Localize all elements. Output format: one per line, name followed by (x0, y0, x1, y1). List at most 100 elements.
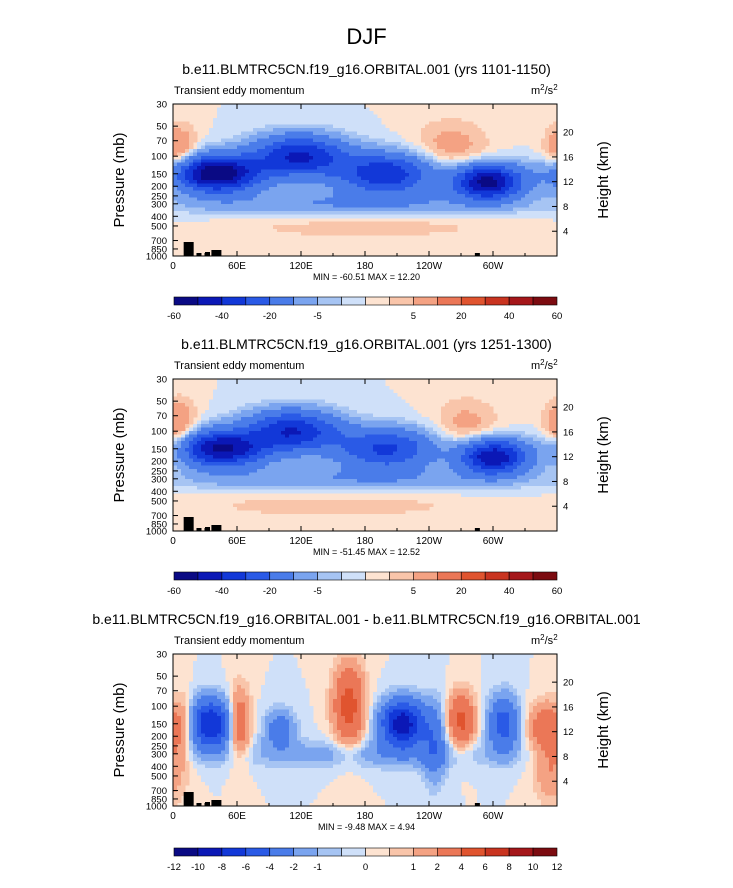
field-cell (541, 458, 546, 463)
field-cell (369, 193, 374, 198)
field-cell (321, 389, 326, 394)
field-cell (301, 423, 306, 428)
field-cell (281, 451, 286, 456)
field-cell (457, 430, 462, 435)
field-cell (277, 448, 282, 452)
field-cell (513, 155, 518, 160)
field-cell (485, 451, 490, 456)
field-cell (409, 221, 414, 226)
field-cell (265, 200, 270, 205)
field-cell (217, 155, 222, 160)
field-cell (493, 173, 498, 177)
field-cell (497, 461, 502, 466)
field-cell (213, 183, 218, 188)
field-cell (353, 455, 358, 459)
field-cell (309, 155, 314, 160)
units-label: m2/s2 (531, 83, 558, 97)
field-cell (345, 458, 350, 463)
field-cell (361, 231, 366, 236)
field-cell (405, 430, 410, 435)
field-cell (221, 413, 226, 418)
field-cell (341, 173, 346, 177)
field-cell (385, 155, 390, 160)
field-cell (497, 214, 502, 219)
field-cell (301, 382, 306, 387)
field-cell (409, 224, 414, 229)
field-cell (337, 197, 342, 202)
field-cell (421, 434, 426, 439)
field-cell (321, 117, 326, 122)
field-cell (469, 124, 474, 129)
field-cell (305, 458, 310, 463)
field-cell (245, 441, 250, 446)
field-cell (489, 413, 494, 418)
field-cell (289, 410, 294, 414)
field-cell (365, 200, 370, 205)
field-cell (213, 423, 218, 428)
field-cell (437, 465, 442, 470)
field-cell (389, 221, 394, 226)
field-cell (457, 180, 462, 184)
field-cell (553, 135, 558, 139)
field-cell (313, 183, 318, 188)
field-cell (417, 159, 422, 164)
field-cell (349, 221, 354, 226)
field-cell (281, 379, 286, 383)
field-cell (477, 451, 482, 456)
field-cell (493, 169, 498, 174)
field-cell (445, 190, 450, 195)
field-cell (441, 437, 446, 442)
field-cell (445, 180, 450, 184)
field-cell (225, 142, 230, 146)
field-cell (277, 197, 282, 202)
field-cell (193, 413, 198, 418)
field-cell (361, 396, 366, 401)
y-tick-label: 70 (156, 136, 167, 147)
field-cell (309, 117, 314, 122)
field-cell (341, 124, 346, 129)
field-cell (249, 128, 254, 133)
field-cell (473, 142, 478, 146)
field-cell (233, 180, 238, 184)
field-cell (253, 104, 258, 108)
field-cell (285, 180, 290, 184)
field-cell (265, 138, 270, 143)
field-cell (225, 389, 230, 394)
field-cell (257, 124, 262, 129)
field-cell (225, 434, 230, 439)
field-cell (517, 193, 522, 198)
field-cell (229, 434, 234, 439)
field-cell (309, 180, 314, 184)
field-cell (553, 427, 558, 432)
field-cell (261, 385, 266, 390)
field-cell (309, 190, 314, 195)
field-cell (241, 417, 246, 421)
field-cell (505, 448, 510, 452)
field-cell (213, 455, 218, 459)
field-cell (321, 180, 326, 184)
field-cell (469, 155, 474, 160)
field-cell (265, 114, 270, 119)
field-cell (337, 385, 342, 390)
field-cell (329, 180, 334, 184)
field-cell (201, 423, 206, 428)
field-cell (401, 231, 406, 236)
field-cell (445, 162, 450, 167)
field-cell (193, 207, 198, 212)
field-cell (501, 148, 506, 153)
field-cell (349, 128, 354, 133)
field-cell (261, 117, 266, 122)
field-cell (217, 451, 222, 456)
field-cell (285, 382, 290, 387)
field-cell (381, 228, 386, 233)
field-cell (473, 131, 478, 136)
field-cell (277, 403, 282, 408)
field-cell (217, 204, 222, 209)
field-cell (301, 117, 306, 122)
field-cell (237, 135, 242, 139)
field-cell (233, 155, 238, 160)
field-cell (285, 183, 290, 188)
field-cell (445, 135, 450, 139)
field-cell (465, 138, 470, 143)
field-cell (421, 437, 426, 442)
